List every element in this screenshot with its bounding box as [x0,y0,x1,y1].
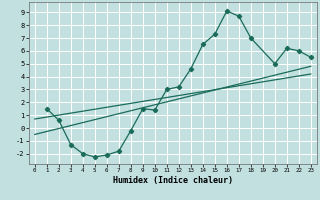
X-axis label: Humidex (Indice chaleur): Humidex (Indice chaleur) [113,176,233,185]
